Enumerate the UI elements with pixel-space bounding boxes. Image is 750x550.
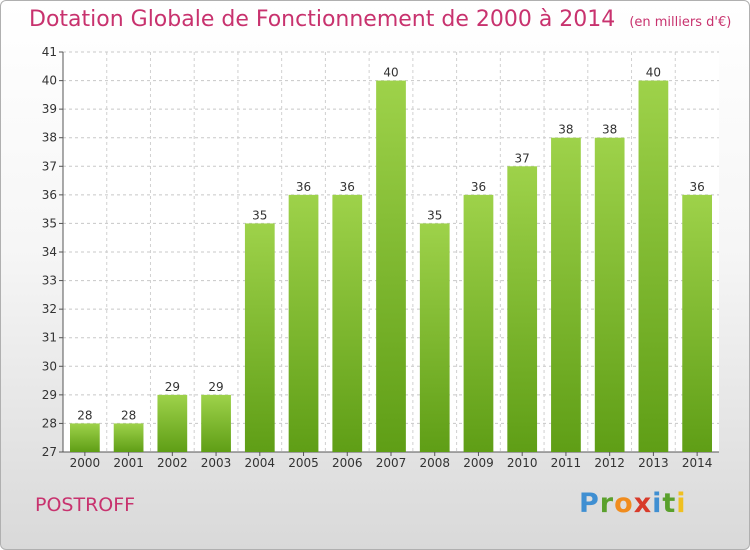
bar-value-label: 35 bbox=[252, 208, 267, 222]
chart-subtitle: (en milliers d'€) bbox=[629, 15, 732, 30]
bar-value-label: 29 bbox=[208, 380, 223, 394]
y-tick-label: 41 bbox=[42, 45, 57, 59]
bar bbox=[113, 423, 144, 452]
bar-value-label: 36 bbox=[296, 180, 311, 194]
bar bbox=[551, 137, 581, 452]
bar bbox=[201, 394, 231, 452]
x-tick-label: 2001 bbox=[113, 456, 144, 470]
bar bbox=[682, 194, 713, 452]
y-tick-label: 35 bbox=[42, 216, 57, 230]
bar bbox=[463, 194, 494, 452]
bar bbox=[638, 80, 669, 453]
y-tick-label: 28 bbox=[42, 416, 57, 430]
y-tick-label: 33 bbox=[42, 274, 57, 288]
x-tick-label: 2013 bbox=[638, 456, 669, 470]
x-tick-label: 2005 bbox=[288, 456, 319, 470]
bar-value-label: 38 bbox=[558, 123, 573, 137]
y-tick-label: 27 bbox=[42, 445, 57, 459]
bar-value-label: 36 bbox=[689, 180, 704, 194]
y-tick-label: 30 bbox=[42, 359, 57, 373]
x-tick-label: 2012 bbox=[594, 456, 625, 470]
bar-value-label: 36 bbox=[471, 180, 486, 194]
bar bbox=[69, 423, 100, 452]
x-tick-label: 2004 bbox=[245, 456, 276, 470]
bar-value-label: 28 bbox=[77, 408, 92, 422]
bar-value-label: 36 bbox=[340, 180, 355, 194]
x-tick-label: 2010 bbox=[507, 456, 538, 470]
bar-value-label: 37 bbox=[515, 151, 530, 165]
logo-letter: t bbox=[662, 488, 677, 519]
y-tick-label: 29 bbox=[42, 388, 57, 402]
bar bbox=[157, 394, 188, 452]
y-tick-label: 38 bbox=[42, 131, 57, 145]
bar bbox=[507, 166, 538, 453]
logo-letter: r bbox=[599, 488, 615, 519]
bar-value-label: 40 bbox=[383, 66, 398, 80]
x-tick-label: 2002 bbox=[157, 456, 188, 470]
logo-letter: i bbox=[676, 488, 687, 519]
y-tick-label: 34 bbox=[42, 245, 57, 259]
bar bbox=[332, 194, 363, 452]
y-tick-label: 37 bbox=[42, 159, 57, 173]
x-tick-label: 2003 bbox=[201, 456, 232, 470]
bar bbox=[376, 80, 406, 453]
logo-letter: i bbox=[652, 488, 663, 519]
x-tick-label: 2006 bbox=[332, 456, 363, 470]
y-tick-label: 36 bbox=[42, 188, 57, 202]
x-tick-label: 2009 bbox=[463, 456, 494, 470]
x-tick-label: 2007 bbox=[376, 456, 407, 470]
bar-value-label: 35 bbox=[427, 208, 442, 222]
bar-value-label: 38 bbox=[602, 123, 617, 137]
x-tick-label: 2014 bbox=[682, 456, 713, 470]
logo-letter: P bbox=[579, 488, 600, 519]
logo-letter: o bbox=[614, 488, 634, 519]
y-tick-label: 32 bbox=[42, 302, 57, 316]
chart-title: Dotation Globale de Fonctionnement de 20… bbox=[29, 7, 731, 32]
bar-value-label: 40 bbox=[646, 66, 661, 80]
bar bbox=[594, 137, 625, 452]
y-tick-label: 39 bbox=[42, 102, 57, 116]
bar-value-label: 29 bbox=[165, 380, 180, 394]
x-tick-label: 2008 bbox=[419, 456, 450, 470]
x-tick-label: 2011 bbox=[551, 456, 582, 470]
y-tick-label: 40 bbox=[42, 74, 57, 88]
commune-name: POSTROFF bbox=[35, 494, 136, 516]
bar-value-label: 28 bbox=[121, 408, 136, 422]
title-text: Dotation Globale de Fonctionnement de 20… bbox=[29, 7, 616, 32]
proxiti-logo: Proxiti bbox=[579, 488, 687, 519]
x-tick-label: 2000 bbox=[70, 456, 101, 470]
logo-letter: x bbox=[633, 488, 653, 519]
bar bbox=[288, 194, 319, 452]
bar bbox=[244, 223, 275, 452]
y-tick-label: 31 bbox=[42, 331, 57, 345]
bar bbox=[419, 223, 450, 452]
labels: 27 28 29 30 31 32 33 34 35 36 37 38 39 40 41 28 2000 28 20… bbox=[42, 45, 713, 470]
bars bbox=[69, 80, 713, 453]
